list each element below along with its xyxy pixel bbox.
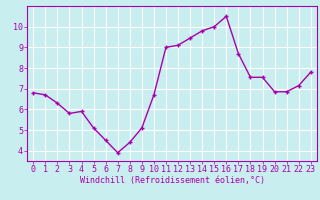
X-axis label: Windchill (Refroidissement éolien,°C): Windchill (Refroidissement éolien,°C) bbox=[79, 176, 265, 185]
